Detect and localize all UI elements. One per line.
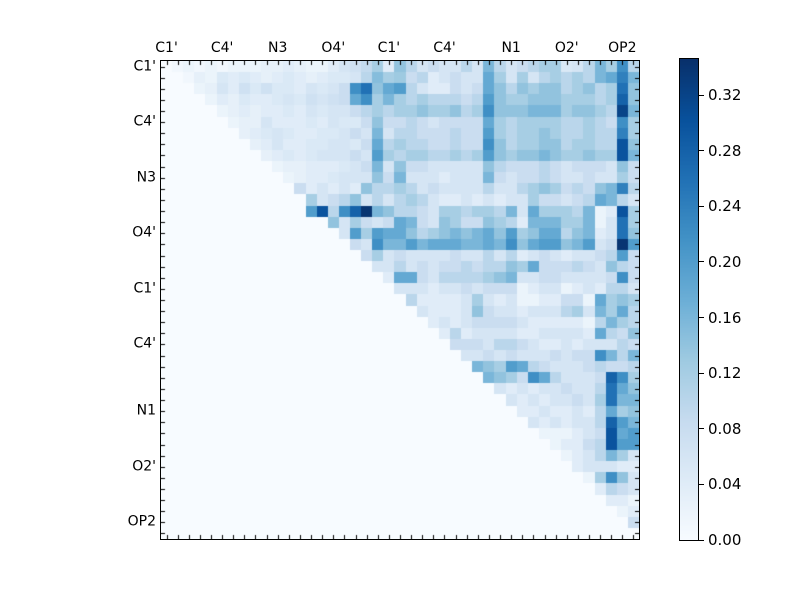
- colorbar-tick: [699, 483, 704, 485]
- y-axis-label: OP2: [127, 513, 156, 530]
- x-axis-label: C1': [155, 40, 178, 56]
- colorbar: [679, 58, 699, 541]
- y-axis-label: N1: [136, 402, 156, 419]
- heatmap-canvas: [161, 61, 639, 539]
- colorbar-tick-label: 0.16: [708, 308, 742, 327]
- x-axis-label: C4': [433, 40, 456, 56]
- colorbar-tick-label: 0.08: [708, 419, 742, 438]
- colorbar-tick: [699, 539, 704, 541]
- colorbar-tick: [699, 372, 704, 374]
- colorbar-tick: [699, 428, 704, 430]
- colorbar-tick-label: 0.24: [708, 197, 742, 216]
- x-axis-label: O2': [554, 40, 579, 56]
- colorbar-tick-label: 0.12: [708, 364, 742, 383]
- y-axis-label: O4': [132, 224, 156, 241]
- colorbar-tick-label: 0.28: [708, 141, 742, 160]
- colorbar-tick: [699, 150, 704, 152]
- colorbar-tick-label: 0.32: [708, 86, 742, 105]
- x-axis-label: OP2: [608, 40, 637, 56]
- colorbar-tick: [699, 261, 704, 263]
- colorbar-tick-label: 0.20: [708, 252, 742, 271]
- x-axis-label: C1': [377, 40, 401, 56]
- colorbar-tick-label: 0.04: [708, 475, 742, 494]
- x-axis-label: C4': [210, 40, 234, 56]
- colorbar-tick-label: 0.00: [708, 531, 742, 549]
- y-axis-label: C1': [133, 58, 156, 75]
- colorbar-tick: [699, 205, 704, 207]
- y-axis-label: C4': [133, 335, 156, 352]
- y-axis-label: N3: [136, 169, 156, 186]
- y-axis-label: O2': [132, 458, 156, 475]
- colorbar-tick: [699, 94, 704, 96]
- y-axis-label: C1': [133, 280, 156, 297]
- x-axis-label: O4': [321, 40, 346, 56]
- colorbar-tick: [699, 317, 704, 319]
- heatmap-plot-area: [160, 60, 640, 540]
- x-axis-label: N3: [268, 40, 288, 56]
- x-axis-label: N1: [501, 40, 521, 56]
- colorbar-gradient: [680, 59, 698, 540]
- y-axis-label: C4': [133, 113, 156, 130]
